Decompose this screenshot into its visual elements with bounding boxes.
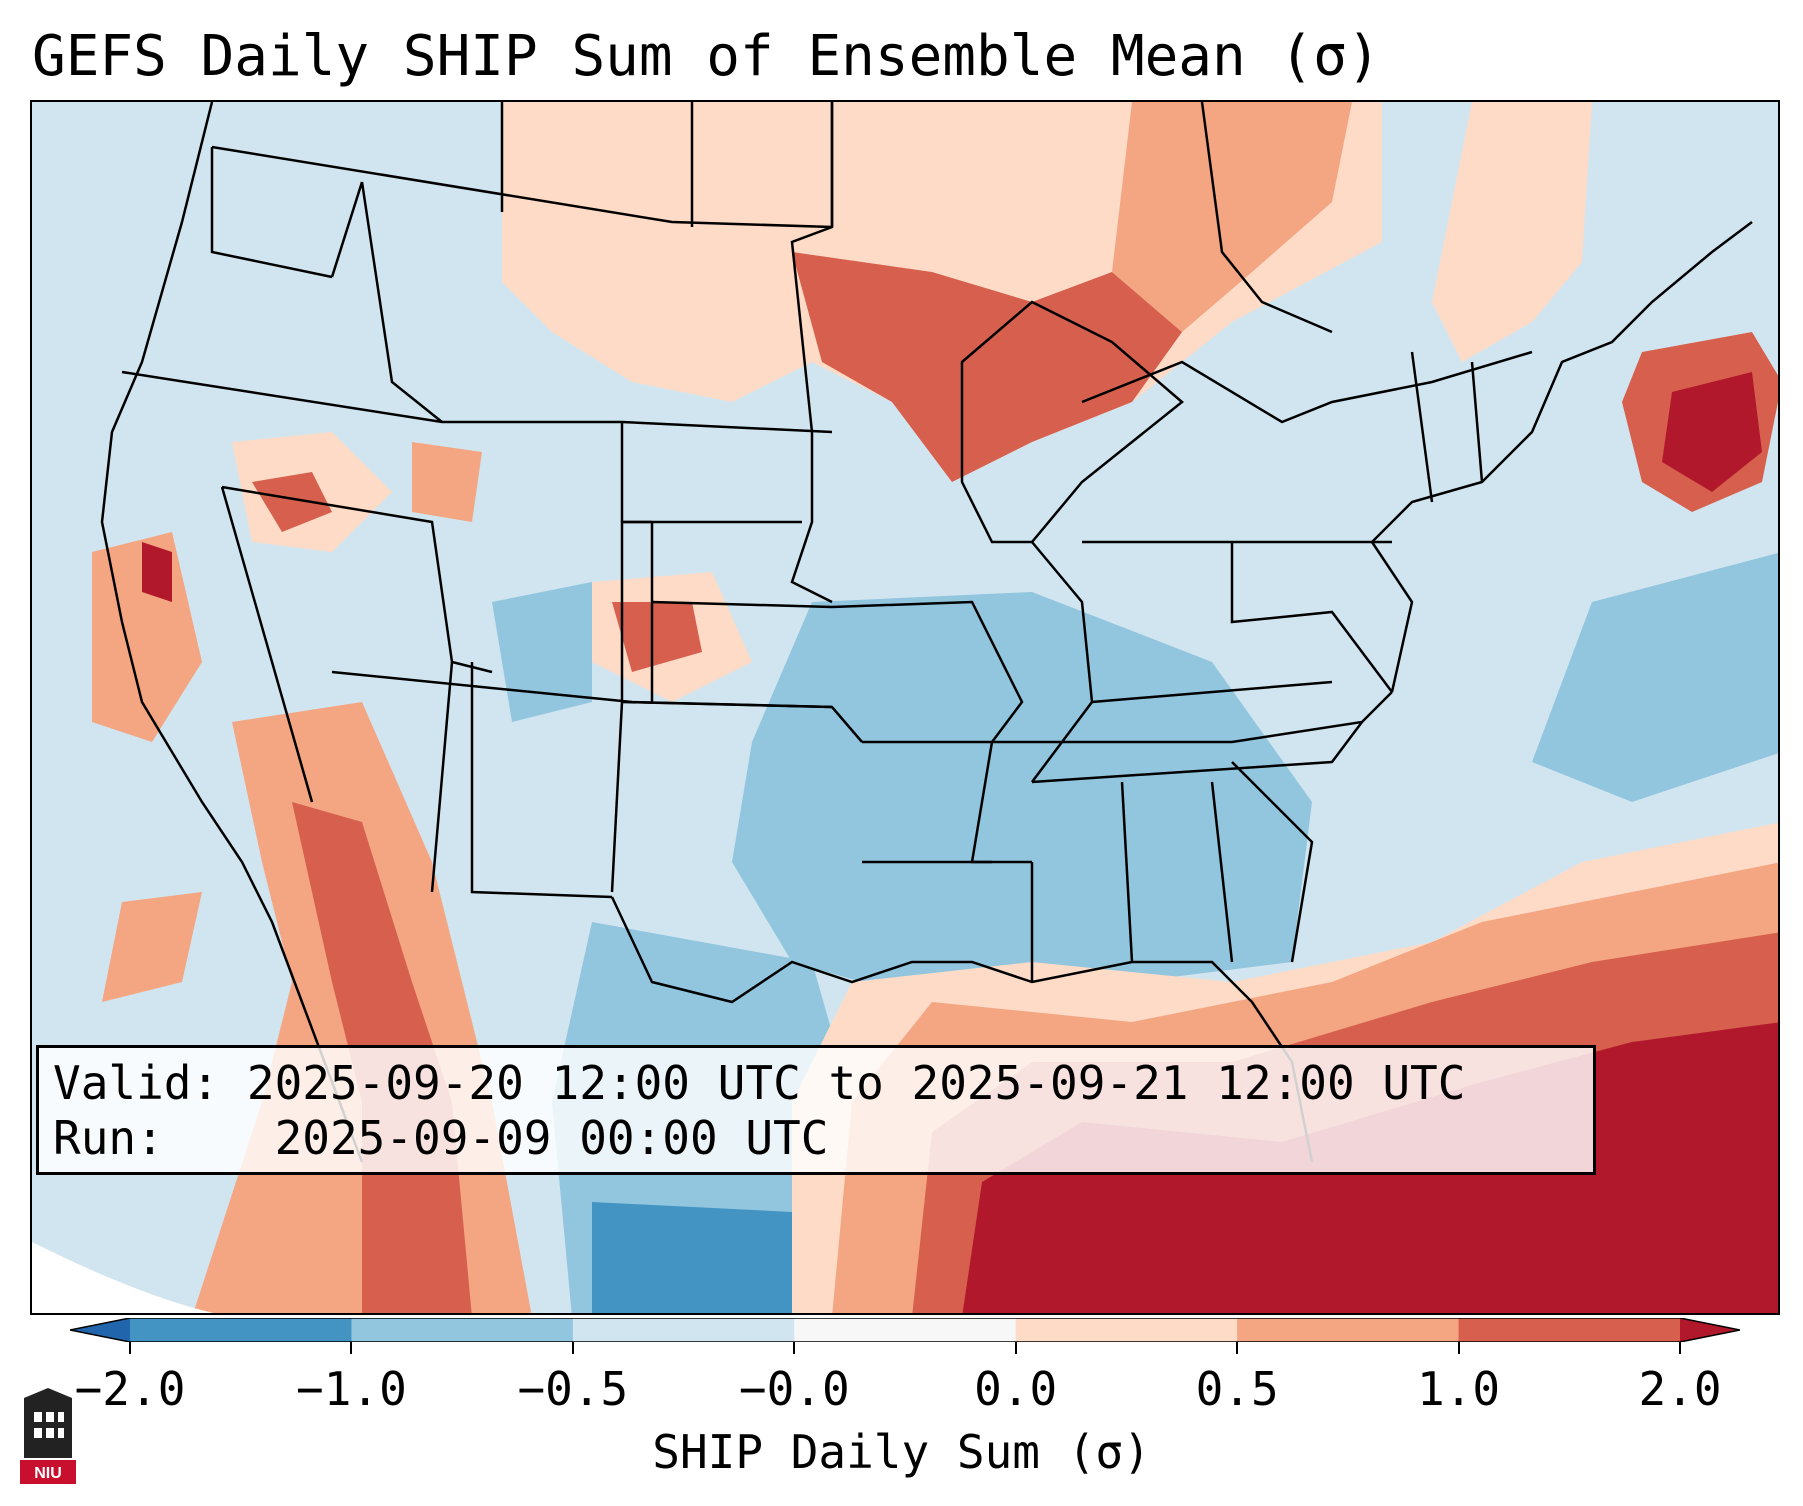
chart-title: GEFS Daily SHIP Sum of Ensemble Mean (σ) <box>32 24 1381 89</box>
colorbar-bin <box>1237 1318 1460 1342</box>
colorbar-tick-mark <box>1236 1342 1239 1354</box>
colorbar-bin <box>1015 1318 1238 1342</box>
colorbar-tick-mark <box>350 1342 353 1354</box>
colorbar-bin <box>1458 1318 1681 1342</box>
colorbar-bin <box>794 1318 1017 1342</box>
niu-logo-icon: NIU <box>20 1388 76 1484</box>
colorbar-bin <box>351 1318 574 1342</box>
colorbar-extend-high <box>1680 1318 1740 1342</box>
colorbar-tick-label: −0.0 <box>738 1362 850 1416</box>
colorbar-tick-mark <box>1679 1342 1681 1354</box>
valid-run-info-box: Valid: 2025-09-20 12:00 UTC to 2025-09-2… <box>36 1045 1596 1175</box>
logo-text: NIU <box>34 1465 62 1482</box>
valid-label: Valid: <box>53 1056 220 1110</box>
run-value: 2025-09-09 00:00 UTC <box>274 1111 829 1165</box>
colorbar-tick-mark <box>1014 1342 1017 1354</box>
colorbar-tick-label: 2.0 <box>1638 1362 1722 1416</box>
run-label: Run: <box>53 1111 164 1165</box>
colorbar-tick-mark <box>129 1342 131 1354</box>
colorbar <box>70 1318 1740 1342</box>
colorbar-tick-label: 0.5 <box>1195 1362 1279 1416</box>
colorbar-tick-label: −0.5 <box>517 1362 629 1416</box>
colorbar-extend-low <box>70 1318 130 1342</box>
boundaries <box>100 102 1753 1163</box>
colorbar-tick-mark <box>1457 1342 1460 1354</box>
colorbar-tick-label: −1.0 <box>296 1362 407 1416</box>
colorbar-tick-mark <box>793 1342 796 1354</box>
valid-value: 2025-09-20 12:00 UTC to 2025-09-21 12:00… <box>246 1056 1466 1110</box>
projection-edge <box>32 1242 214 1313</box>
colorbar-bin <box>130 1318 352 1342</box>
colorbar-bin <box>572 1318 795 1342</box>
colorbar-tick-label: −2.0 <box>74 1362 186 1416</box>
colorbar-label: SHIP Daily Sum (σ) <box>652 1425 1151 1479</box>
run-row: Run: 2025-09-09 00:00 UTC <box>53 1111 1579 1166</box>
valid-row: Valid: 2025-09-20 12:00 UTC to 2025-09-2… <box>53 1056 1579 1111</box>
colorbar-tick-label: 0.0 <box>974 1362 1058 1416</box>
colorbar-tick-mark <box>571 1342 574 1354</box>
colorbar-tick-label: 1.0 <box>1417 1362 1501 1416</box>
